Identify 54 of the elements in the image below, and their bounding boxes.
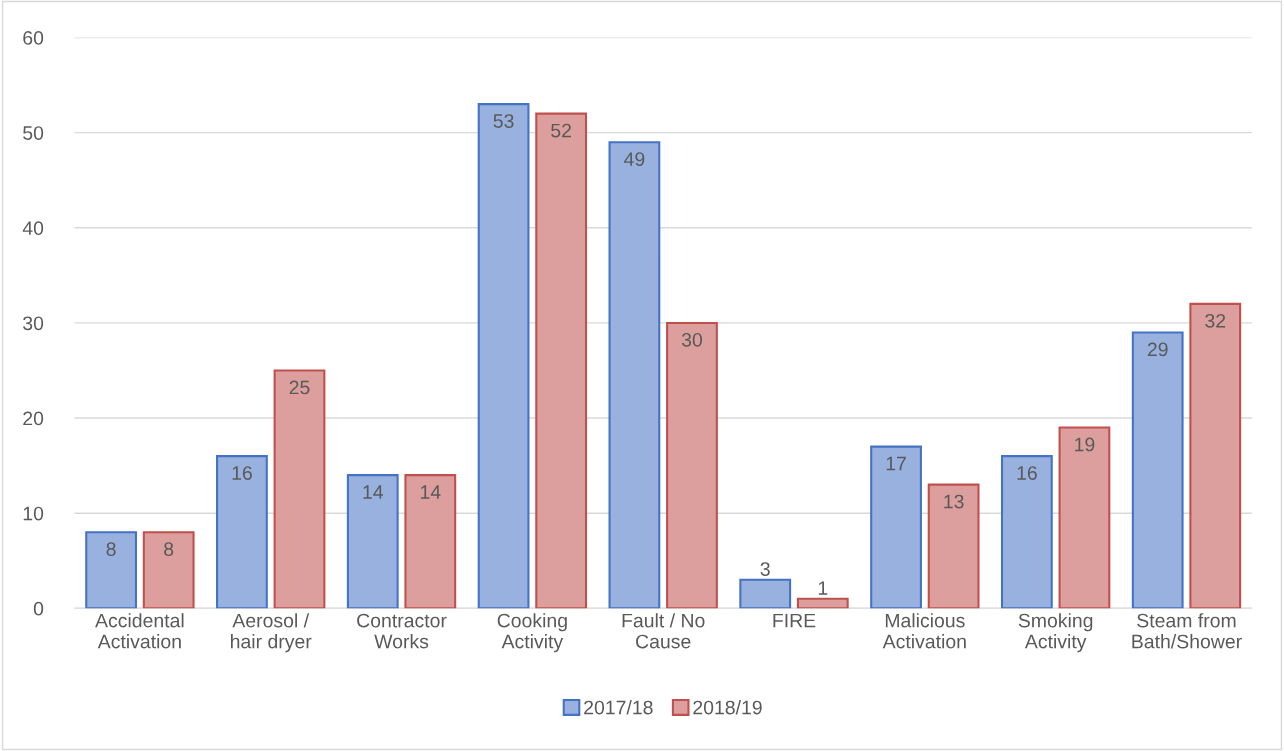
data-label: 49 [624, 152, 645, 166]
bar [404, 474, 457, 609]
data-label: 29 [1147, 342, 1168, 357]
data-label: 53 [493, 114, 514, 128]
data-label: 30 [681, 332, 703, 347]
bar [870, 445, 922, 609]
y-tick-label: 0 [33, 601, 44, 616]
bar [142, 531, 195, 609]
bar [216, 455, 268, 609]
y-tick-label: 10 [23, 506, 44, 521]
legend-label: 2018/19 [693, 700, 762, 715]
y-tick-label: 30 [23, 316, 44, 331]
bar [796, 597, 849, 609]
data-label: 16 [1017, 466, 1037, 480]
data-label: 8 [106, 542, 116, 556]
data-label: 32 [1205, 313, 1226, 328]
bar [927, 483, 980, 609]
bar [346, 474, 399, 609]
bar [1131, 331, 1184, 609]
data-label: 1 [818, 581, 828, 595]
x-tick-label: Aerosol / hair dryer [231, 613, 312, 653]
data-label: 14 [420, 485, 441, 499]
x-tick-label: Malicious Activation [882, 613, 966, 649]
data-label: 3 [760, 562, 770, 576]
x-tick-label: Fault / No Cause [622, 613, 705, 649]
x-tick-label: Accidental Activation [95, 613, 184, 649]
y-tick-label: 40 [22, 221, 44, 236]
bar [273, 369, 326, 609]
x-tick-label: Cooking Activity [497, 613, 567, 653]
data-label: 17 [886, 456, 906, 471]
x-tick-label: FIRE [773, 613, 816, 628]
data-label: 16 [232, 466, 252, 480]
bar [85, 531, 137, 609]
x-tick-label: Smoking Activity [1018, 613, 1093, 653]
x-tick-label: Steam from Bath/Shower [1132, 613, 1242, 649]
bar [1189, 302, 1242, 609]
y-tick-label: 50 [23, 126, 44, 140]
data-label: 8 [164, 542, 174, 556]
data-label: 52 [551, 123, 571, 138]
data-label: 19 [1075, 437, 1095, 452]
legend-label: 2017/18 [584, 700, 653, 715]
bar [477, 103, 530, 609]
bar [608, 141, 661, 609]
data-label: 25 [289, 380, 310, 395]
bar [739, 578, 792, 609]
bar [1000, 455, 1053, 609]
y-tick-label: 60 [23, 31, 44, 45]
x-tick-label: Contractor Works [357, 613, 447, 649]
bar [535, 112, 588, 609]
bar [1058, 426, 1111, 609]
bar [666, 321, 718, 609]
y-tick-label: 20 [23, 411, 44, 426]
data-label: 13 [944, 494, 964, 509]
data-label: 14 [363, 485, 383, 499]
